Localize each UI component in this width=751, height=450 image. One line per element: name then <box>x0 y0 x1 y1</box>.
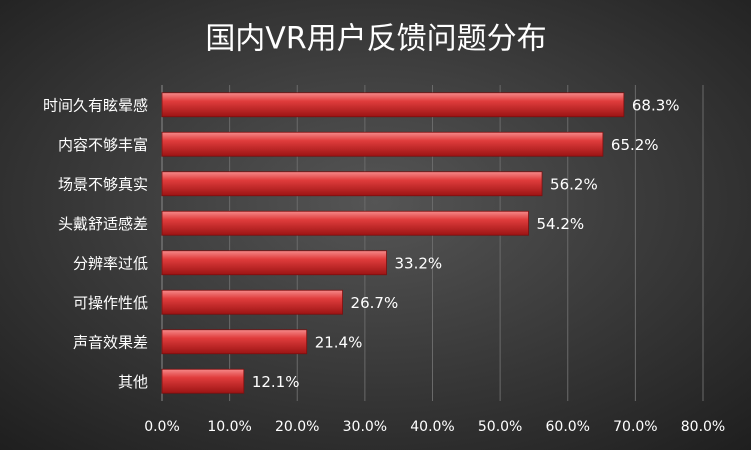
x-tick-label: 30.0% <box>343 419 387 435</box>
bar <box>161 289 343 315</box>
bar <box>161 250 387 276</box>
x-tick-label: 10.0% <box>207 419 251 435</box>
x-tick-label: 80.0% <box>681 419 725 435</box>
value-label: 56.2% <box>550 175 598 193</box>
bar <box>161 368 245 394</box>
y-tick-label: 场景不够真实 <box>58 175 148 193</box>
x-tick-label: 50.0% <box>478 419 522 435</box>
value-label: 33.2% <box>395 254 443 272</box>
y-tick-label: 声音效果差 <box>73 333 148 351</box>
value-label: 65.2% <box>611 136 659 154</box>
y-tick-label: 其他 <box>118 373 148 391</box>
y-tick-label: 头戴舒适感差 <box>58 215 148 233</box>
value-label: 21.4% <box>315 333 363 351</box>
value-label: 68.3% <box>632 96 680 114</box>
bar <box>161 92 625 118</box>
chart-title: 国内VR用户反馈问题分布 <box>205 22 546 57</box>
bar <box>161 131 604 157</box>
bar <box>161 210 529 236</box>
bar <box>161 329 308 355</box>
y-tick-label: 分辨率过低 <box>73 254 148 272</box>
value-label: 12.1% <box>252 373 300 391</box>
x-tick-label: 20.0% <box>275 419 319 435</box>
y-tick-label: 时间久有眩晕感 <box>43 96 148 114</box>
y-tick-label: 内容不够丰富 <box>58 136 148 154</box>
value-label: 54.2% <box>537 215 585 233</box>
x-tick-label: 70.0% <box>613 419 657 435</box>
bar <box>161 171 543 197</box>
value-label: 26.7% <box>351 294 399 312</box>
y-tick-label: 可操作性低 <box>73 294 148 312</box>
x-tick-label: 60.0% <box>546 419 590 435</box>
x-tick-label: 40.0% <box>410 419 454 435</box>
x-tick-label: 0.0% <box>144 419 180 435</box>
